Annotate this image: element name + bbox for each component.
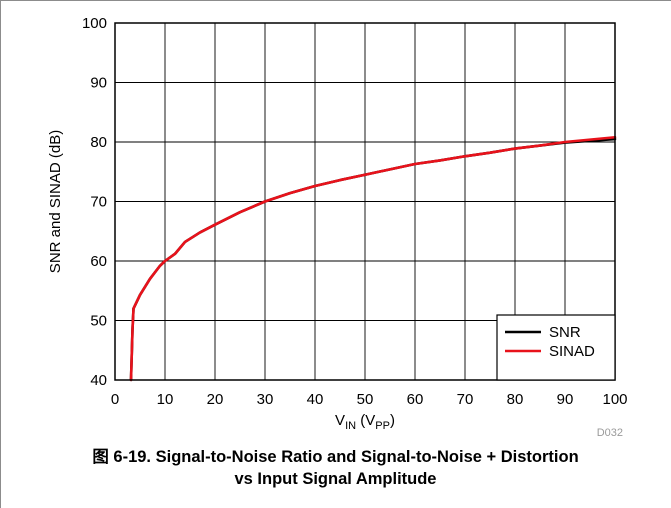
caption-line-1: 图 6-19. Signal-to-Noise Ratio and Signal… <box>92 448 579 466</box>
x-tick-label: 10 <box>157 391 174 408</box>
legend-label-snr: SNR <box>549 324 581 341</box>
plot-area-border <box>114 22 616 381</box>
y-tick-label: 100 <box>82 15 107 32</box>
frame-left-border <box>0 0 1 508</box>
x-axis-label-main-sub: IN <box>345 420 356 432</box>
x-tick-label: 100 <box>602 391 627 408</box>
x-tick-labels: 0 10 20 30 40 50 60 70 80 90 100 <box>111 391 628 408</box>
frame-top-border <box>0 0 671 1</box>
chart-svg: 0 10 20 30 40 50 60 70 80 90 100 40 50 60 70 80 90 100 V… <box>47 15 628 439</box>
x-tick-label: 60 <box>407 391 424 408</box>
y-tick-label: 50 <box>90 313 107 330</box>
y-tick-label: 80 <box>90 134 107 151</box>
x-tick-label: 50 <box>357 391 374 408</box>
y-tick-labels: 40 50 60 70 80 90 100 <box>82 15 107 389</box>
y-tick-label: 40 <box>90 372 107 389</box>
y-tick-label: 70 <box>90 194 107 211</box>
x-axis-label: VIN (VPP) <box>335 412 395 432</box>
x-tick-label: 90 <box>557 391 574 408</box>
series-line-sinad <box>129 135 617 382</box>
x-axis-label-paren-main: V <box>365 412 375 429</box>
x-axis-label-paren-sub: PP <box>375 420 390 432</box>
legend: SNR SINAD <box>496 314 616 381</box>
x-tick-label: 0 <box>111 391 119 408</box>
y-tick-label: 90 <box>90 75 107 92</box>
x-tick-label: 40 <box>307 391 324 408</box>
legend-box <box>496 314 616 381</box>
x-tick-label: 80 <box>507 391 524 408</box>
caption-line-2: vs Input Signal Amplitude <box>234 470 437 488</box>
x-tick-label: 70 <box>457 391 474 408</box>
legend-label-sinad: SINAD <box>549 343 595 360</box>
x-tick-label: 20 <box>207 391 224 408</box>
figure-caption: 图 6-19. Signal-to-Noise Ratio and Signal… <box>0 446 671 490</box>
series-layer <box>129 135 617 382</box>
x-tick-label: 30 <box>257 391 274 408</box>
y-tick-label: 60 <box>90 253 107 270</box>
figure-code: D032 <box>597 427 623 439</box>
x-axis-label-main: V <box>335 412 345 429</box>
y-axis-label: SNR and SINAD (dB) <box>47 130 64 273</box>
